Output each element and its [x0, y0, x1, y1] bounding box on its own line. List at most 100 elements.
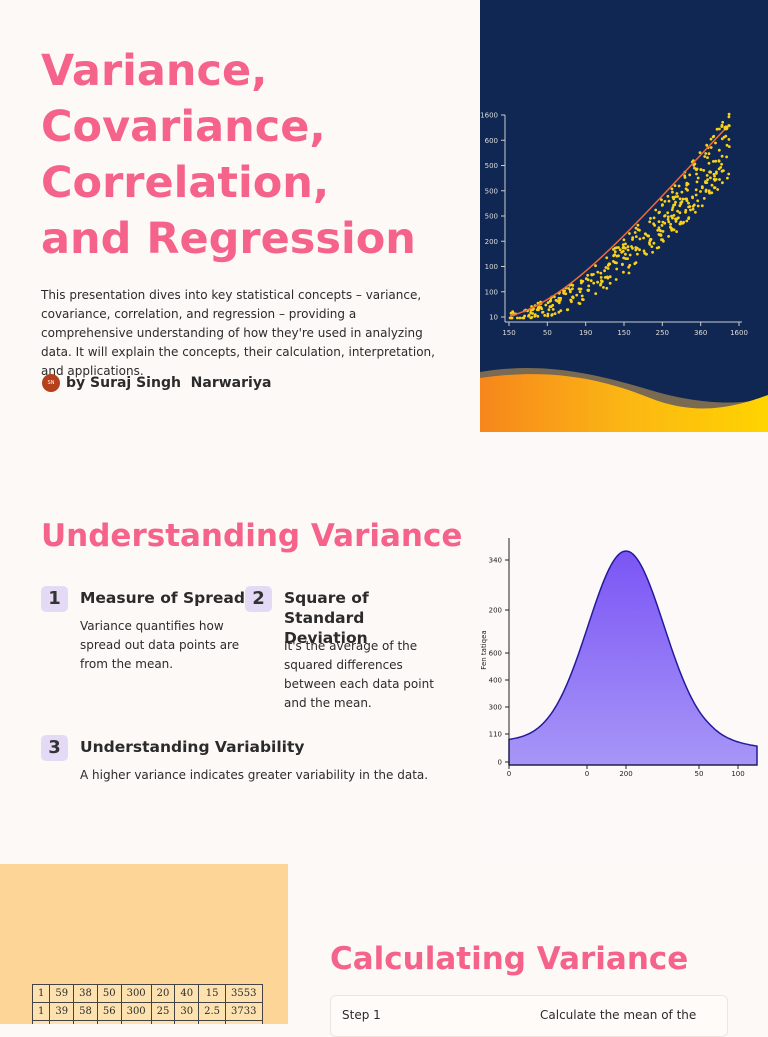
scatter-dot [579, 281, 583, 285]
item-text: A higher variance indicates greater vari… [80, 768, 429, 782]
item-text: Variance quantifies how spread out data … [80, 619, 240, 671]
scatter-dot [727, 138, 731, 141]
scatter-dot [704, 190, 708, 193]
scatter-dot [685, 219, 689, 223]
scatter-dot [602, 286, 605, 289]
scatter-dot [670, 208, 674, 212]
y-tick-label: 100 [485, 263, 498, 271]
slide-title: Variance, Covariance, Correlation, and R… [41, 43, 416, 267]
scatter-dot [693, 166, 696, 170]
scatter-dot [691, 207, 695, 211]
y-tick-label: 200 [489, 607, 502, 615]
scatter-dot [687, 201, 690, 205]
scatter-dot [605, 256, 609, 260]
scatter-dot [701, 186, 704, 190]
scatter-dot [544, 303, 548, 307]
scatter-dot [634, 226, 638, 230]
scatter-dot [713, 186, 717, 190]
scatter-dot [702, 197, 706, 200]
scatter-dot [618, 248, 622, 252]
scatter-dot [687, 217, 690, 221]
y-axis-label: Fen tatiqea [480, 630, 488, 669]
scatter-dot [626, 245, 630, 249]
scatter-dot [559, 309, 563, 312]
x-tick-label: 0 [507, 770, 511, 778]
scatter-dot [621, 249, 625, 253]
scatter-dot [684, 187, 688, 191]
scatter-dot [550, 313, 554, 316]
y-tick-label: 400 [489, 677, 502, 685]
table-cell: 58 [73, 1002, 98, 1021]
scatter-dot [547, 308, 551, 312]
scatter-dot [628, 232, 631, 235]
curve [508, 550, 758, 766]
y-tick-label: 500 [485, 162, 498, 170]
scatter-dot [624, 242, 627, 246]
scatter-dot [710, 183, 714, 187]
table-row: 236383630025205.23533 [31, 1020, 263, 1024]
scatter-dot [518, 316, 522, 320]
table-cell: 5.2 [198, 1020, 227, 1024]
scatter-dot [724, 134, 728, 138]
x-tick-label: 1600 [730, 329, 748, 337]
scatter-dot [712, 177, 716, 181]
scatter-dot [711, 135, 715, 139]
scatter-dot [681, 197, 685, 201]
scatter-dot [673, 184, 677, 188]
scatter-dot [546, 301, 550, 304]
table-cell: 2.5 [198, 1002, 227, 1021]
scatter-dot [672, 197, 676, 201]
x-tick-label: 0 [585, 770, 589, 778]
scatter-dot [556, 299, 560, 303]
scatter-dot [688, 173, 692, 177]
scatter-dot [522, 316, 526, 320]
scatter-dot [575, 293, 579, 297]
table-cell: 300 [120, 1020, 152, 1024]
scatter-dot [680, 190, 684, 194]
scatter-dot [674, 200, 677, 204]
item-number: 3 [41, 735, 68, 761]
scatter-dot [678, 204, 682, 208]
scatter-dot [636, 252, 639, 256]
scatter-dot [622, 270, 625, 274]
author: by Suraj Singh Narwariya [66, 375, 272, 391]
scatter-dot [627, 265, 631, 269]
y-tick-label: 300 [489, 704, 502, 712]
scatter-dot [678, 197, 682, 201]
scatter-dot [720, 154, 724, 158]
scatter-dot [717, 159, 721, 163]
scatter-dot [707, 161, 711, 165]
scatter-dot [718, 178, 721, 181]
scatter-dot [613, 250, 617, 254]
table-cell: 1 [31, 1002, 51, 1021]
scatter-dot [596, 280, 599, 284]
scatter-dot [712, 160, 715, 163]
scatter-dot [679, 222, 682, 226]
scatter-dot [529, 311, 533, 315]
scatter-dot [599, 276, 603, 279]
scatter-dot [657, 220, 661, 224]
scatter-dot [674, 195, 677, 199]
scatter-dot [703, 155, 707, 158]
scatter-dot [578, 290, 582, 294]
scatter-dot [636, 223, 640, 227]
scatter-dot [717, 167, 721, 171]
scatter-dot [509, 316, 513, 320]
scatter-dot [658, 233, 662, 237]
scatter-dot [656, 228, 660, 232]
scatter-dot [617, 254, 620, 258]
scatter-dot [548, 299, 552, 303]
scatter-dot [714, 159, 718, 163]
scatter-dot [516, 316, 519, 320]
scatter-dot [696, 176, 700, 180]
scatter-dot [648, 243, 652, 246]
scatter-dot [600, 279, 603, 282]
scatter-dot [725, 143, 729, 147]
scatter-dot [606, 267, 610, 270]
scatter-dot [592, 273, 595, 276]
avatar: SN [42, 374, 60, 392]
scatter-dot [675, 192, 679, 195]
scatter-dot [568, 288, 572, 292]
title-line: Covariance, [41, 102, 326, 152]
